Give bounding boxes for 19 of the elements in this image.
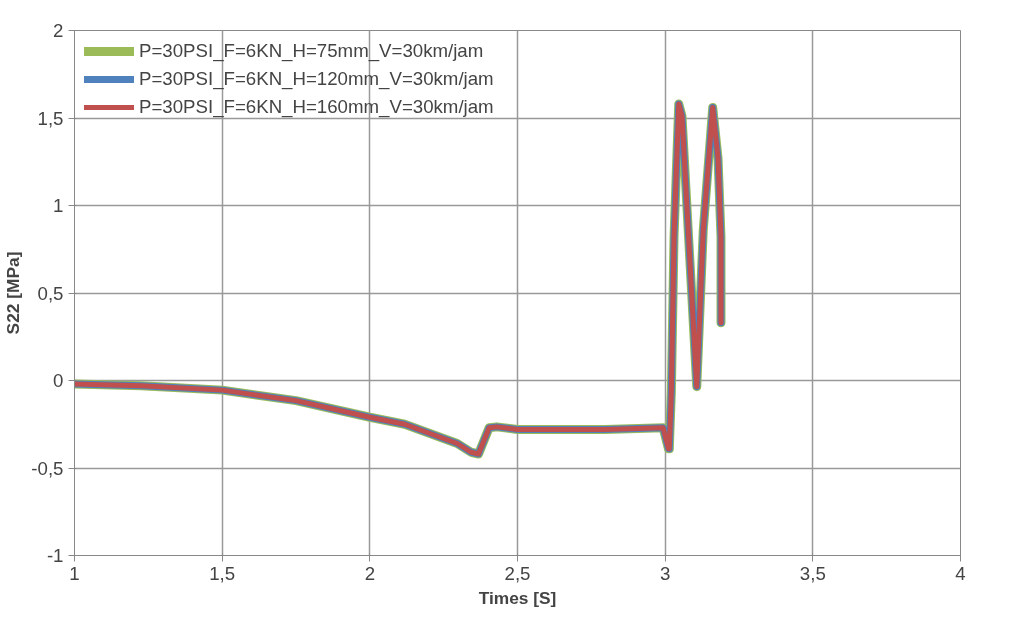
- x-tick-label: 2: [364, 562, 376, 584]
- x-tick-label: 3: [659, 562, 671, 584]
- y-tick-label: -0,5: [31, 457, 64, 479]
- x-tick-label: 4: [955, 562, 966, 584]
- y-tick-label: 2: [53, 20, 64, 41]
- y-tick-label: 1: [53, 195, 64, 216]
- x-axis-title: Times [S]: [478, 587, 557, 608]
- legend-label: P=30PSI_F=6KN_H=160mm_V=30km/jam: [139, 96, 494, 118]
- legend-label: P=30PSI_F=6KN_H=120mm_V=30km/jam: [139, 68, 494, 90]
- y-tick-label: 0,5: [37, 282, 64, 304]
- x-tick-label: 3,5: [799, 562, 826, 584]
- y-tick-label: -1: [46, 545, 64, 566]
- legend-label: P=30PSI_F=6KN_H=75mm_V=30km/jam: [139, 40, 484, 62]
- y-tick-label: 1,5: [37, 107, 64, 129]
- x-tick-label: 1,5: [209, 562, 236, 584]
- x-tick-label: 2,5: [504, 562, 531, 584]
- x-tick-label: 1: [69, 562, 80, 584]
- y-tick-label: 0: [53, 370, 64, 391]
- y-axis-title: S22 [MPa]: [3, 251, 24, 335]
